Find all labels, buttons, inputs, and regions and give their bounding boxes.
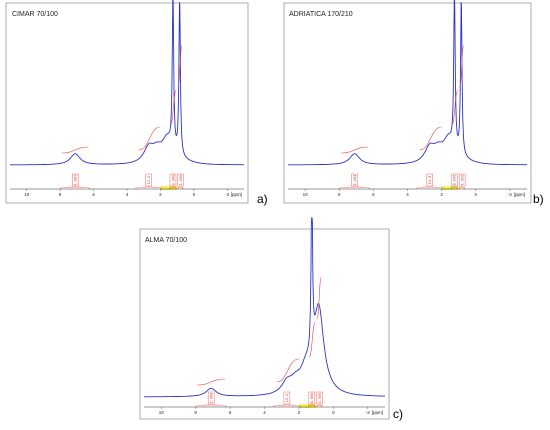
integral-bracket — [450, 186, 459, 190]
x-tick-label: 0 — [475, 192, 478, 197]
integral-curve — [459, 44, 465, 88]
x-tick-label: 8 — [59, 192, 62, 197]
panel-frame — [5, 2, 249, 204]
integral-curve — [340, 146, 369, 154]
integral-value-box — [207, 391, 215, 405]
integral-bracket — [308, 404, 316, 408]
integral-bracket — [195, 404, 227, 408]
x-tick-label: -2 — [508, 192, 512, 197]
x-tick-label: 10 — [303, 192, 309, 197]
integral-value: 0.000 — [310, 393, 314, 404]
integral-curve — [177, 44, 183, 88]
x-tick-label: 4 — [263, 410, 266, 415]
highlight-region — [298, 404, 317, 408]
x-tick-label: 8 — [338, 192, 341, 197]
integral-bracket — [338, 186, 371, 190]
integral-value-box — [145, 173, 152, 187]
x-tick-label: 4 — [126, 192, 129, 197]
integral-value: 0.000 — [171, 175, 175, 186]
integral-bracket — [415, 186, 444, 190]
integral-bracket — [177, 186, 184, 190]
x-tick-label: 2 — [298, 410, 301, 415]
integral-value: 1.000 — [179, 175, 183, 186]
x-tick-label: 2 — [440, 192, 443, 197]
integral-bracket — [272, 404, 301, 408]
panel-frame — [139, 228, 390, 420]
integral-value-box — [426, 173, 433, 187]
integral-bracket — [316, 404, 323, 408]
integral-curve — [308, 321, 316, 358]
spectrum-line — [288, 0, 527, 166]
integral-curve — [451, 89, 459, 126]
x-tick-label: 0 — [332, 410, 335, 415]
panel-cimar: CIMAR 70/100 a) 1.082 12.2 0.000 1.000 10 8 6 4… — [5, 0, 268, 206]
integral-curve — [197, 378, 225, 386]
x-tick-label: 6 — [372, 192, 375, 197]
x-axis-label: [ppm] — [372, 410, 383, 415]
integral-value-box — [71, 173, 79, 187]
integral-curve — [170, 89, 177, 126]
integral-value-box — [308, 391, 316, 405]
integral-bracket — [135, 186, 163, 190]
panel-title: ADRIATICA 170/210 — [289, 11, 353, 18]
x-tick-label: 10 — [159, 410, 165, 415]
integral-value-box — [169, 173, 177, 187]
x-tick-label: 0 — [193, 192, 196, 197]
x-tick-label: 4 — [406, 192, 409, 197]
integral-value-box — [458, 173, 466, 187]
x-axis-label: [ppm] — [231, 192, 242, 197]
panel-label: c) — [393, 407, 403, 421]
integral-bracket — [59, 186, 91, 190]
panel-frame — [283, 2, 532, 204]
integral-value: 1.084 — [209, 393, 213, 404]
panel-title: ALMA 70/100 — [145, 237, 187, 244]
x-axis-label: [ppm] — [514, 192, 525, 197]
integral-value-box — [177, 173, 184, 187]
integral-value-box — [451, 173, 458, 187]
panel-alma: ALMA 70/100 c) 1.084 15.0 0.000 1.000 10 8 6 4 2… — [139, 217, 403, 421]
x-tick-label: -2 — [225, 192, 229, 197]
integral-value: 15.0 — [285, 394, 289, 403]
integral-curve — [276, 358, 299, 383]
integral-curve — [138, 126, 161, 151]
integral-value: 1.084 — [353, 175, 357, 186]
x-tick-label: 2 — [159, 192, 162, 197]
panel-title: CIMAR 70/100 — [12, 11, 58, 18]
integral-value-box — [283, 391, 291, 405]
integral-value-box — [316, 391, 323, 405]
integral-value: 12.2 — [147, 176, 151, 185]
integral-value: 12.9 — [428, 176, 432, 185]
integral-bracket — [459, 186, 465, 190]
integral-value: 0.000 — [453, 175, 457, 186]
x-tick-label: 8 — [194, 410, 197, 415]
x-tick-label: -2 — [366, 410, 370, 415]
panel-label: b) — [533, 192, 544, 206]
x-tick-label: 6 — [92, 192, 95, 197]
integral-curve — [419, 126, 442, 151]
panel-adriatica: ADRIATICA 170/210 b) 1.084 12.9 0.000 1.000… — [283, 0, 544, 206]
integral-value: 1.000 — [460, 175, 464, 186]
spectrum-line — [144, 217, 385, 398]
panel-label: a) — [257, 192, 268, 206]
spectrum-line — [10, 0, 244, 166]
integral-value: 1.000 — [318, 393, 322, 404]
x-tick-label: 10 — [24, 192, 30, 197]
integral-value: 1.082 — [73, 175, 77, 186]
highlight-region — [441, 186, 459, 190]
integral-value-box — [351, 173, 358, 187]
highlight-region — [160, 186, 178, 190]
integral-curve — [61, 146, 89, 154]
integral-curve — [316, 276, 322, 320]
integral-bracket — [169, 186, 177, 190]
x-tick-label: 6 — [229, 410, 232, 415]
